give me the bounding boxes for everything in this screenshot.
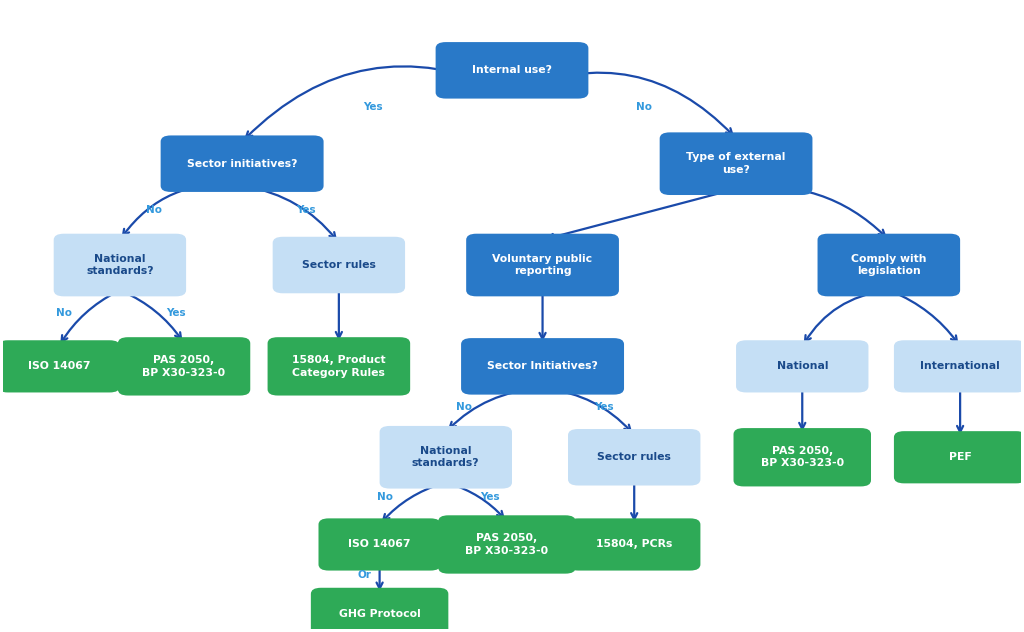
Text: PAS 2050,
BP X30-323-0: PAS 2050, BP X30-323-0 [761, 446, 844, 468]
FancyBboxPatch shape [0, 340, 120, 392]
FancyBboxPatch shape [318, 518, 440, 571]
Text: No: No [377, 492, 392, 502]
FancyBboxPatch shape [272, 237, 406, 293]
Text: 15804, Product
Category Rules: 15804, Product Category Rules [292, 355, 386, 377]
Text: Internal use?: Internal use? [472, 65, 552, 75]
Text: Yes: Yes [480, 492, 500, 502]
FancyBboxPatch shape [311, 588, 449, 632]
Text: International: International [921, 362, 1000, 372]
FancyBboxPatch shape [733, 428, 871, 487]
Text: Sector Initiatives?: Sector Initiatives? [487, 362, 598, 372]
FancyBboxPatch shape [894, 431, 1024, 483]
Text: PAS 2050,
BP X30-323-0: PAS 2050, BP X30-323-0 [142, 355, 225, 377]
FancyBboxPatch shape [461, 338, 624, 394]
Text: Voluntary public
reporting: Voluntary public reporting [493, 254, 593, 276]
Text: Yes: Yes [594, 402, 613, 412]
FancyBboxPatch shape [161, 135, 324, 192]
FancyBboxPatch shape [568, 429, 700, 485]
Text: PAS 2050,
BP X30-323-0: PAS 2050, BP X30-323-0 [465, 533, 549, 556]
Text: No: No [56, 308, 72, 318]
FancyBboxPatch shape [435, 42, 589, 99]
FancyBboxPatch shape [736, 340, 868, 392]
Text: National
standards?: National standards? [86, 254, 154, 276]
Text: No: No [145, 205, 162, 216]
Text: No: No [636, 102, 652, 112]
FancyBboxPatch shape [53, 234, 186, 296]
Text: 15804, PCRs: 15804, PCRs [596, 540, 673, 549]
FancyBboxPatch shape [466, 234, 618, 296]
FancyBboxPatch shape [659, 132, 812, 195]
FancyBboxPatch shape [438, 515, 575, 574]
FancyBboxPatch shape [894, 340, 1024, 392]
Text: No: No [456, 402, 472, 412]
Text: Or: Or [357, 570, 372, 580]
Text: ISO 14067: ISO 14067 [348, 540, 411, 549]
FancyBboxPatch shape [568, 518, 700, 571]
Text: Yes: Yes [166, 308, 185, 318]
FancyBboxPatch shape [267, 337, 411, 396]
Text: ISO 14067: ISO 14067 [28, 362, 90, 372]
Text: Comply with
legislation: Comply with legislation [851, 254, 927, 276]
FancyBboxPatch shape [380, 426, 512, 489]
Text: Sector rules: Sector rules [302, 260, 376, 270]
Text: Sector initiatives?: Sector initiatives? [186, 159, 297, 169]
Text: National: National [776, 362, 828, 372]
Text: PEF: PEF [949, 453, 972, 462]
Text: GHG Protocol: GHG Protocol [339, 609, 421, 619]
Text: Sector rules: Sector rules [597, 453, 671, 462]
Text: Yes: Yes [297, 205, 316, 216]
FancyBboxPatch shape [118, 337, 250, 396]
FancyBboxPatch shape [817, 234, 961, 296]
Text: National
standards?: National standards? [412, 446, 479, 468]
Text: Yes: Yes [362, 102, 382, 112]
Text: Type of external
use?: Type of external use? [686, 152, 785, 175]
